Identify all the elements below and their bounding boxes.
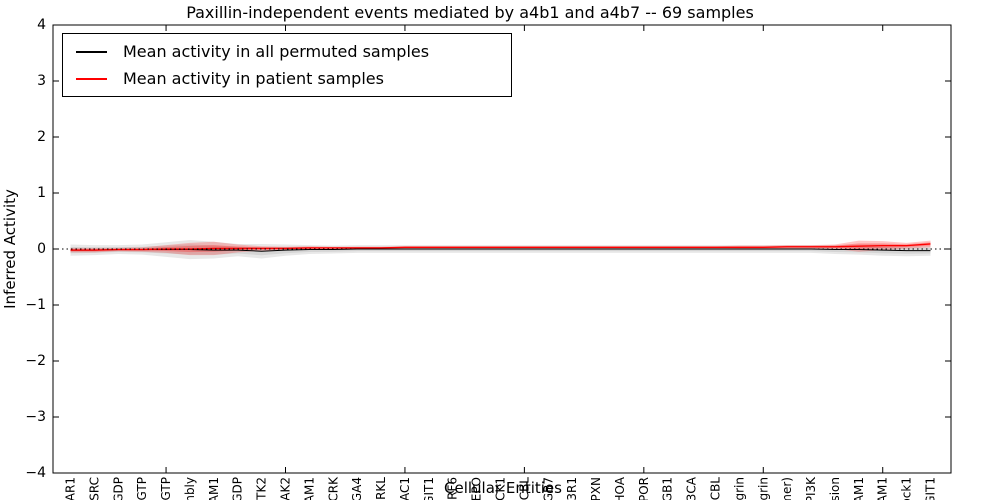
x-tick-label: MADCAM1: [207, 477, 221, 500]
x-tick-label: RAC1: [398, 477, 412, 500]
y-tick-label: −1: [25, 297, 46, 313]
y-tick-label: 4: [37, 17, 46, 33]
x-tick-label: Rac1/GDP: [231, 477, 245, 500]
x-axis-label: Cellular Entities: [444, 479, 562, 497]
x-tick-label: ITGB1: [661, 477, 675, 500]
x-tick-label: mol:GTP: [135, 477, 149, 500]
x-tick-label: ARF6: [446, 477, 460, 500]
legend-entry-patient: Mean activity in patient samples: [76, 69, 511, 88]
y-tick-label: −3: [25, 409, 46, 425]
x-tick-label: GIT1: [422, 477, 436, 500]
x-tick-label: Rac1/GTP: [159, 477, 173, 500]
x-tick-label: BCAR1: [64, 477, 78, 500]
x-tick-label: PXN: [589, 477, 603, 500]
x-tick-label: PTK2: [255, 477, 269, 500]
legend-label-permuted: Mean activity in all permuted samples: [123, 42, 430, 61]
x-tick-label: SRC: [87, 477, 101, 500]
x-tick-label: lamellipodium assembly: [183, 477, 197, 500]
x-tick-label: VCAM1: [302, 477, 316, 500]
patient-mean-line: [70, 243, 931, 251]
legend-entry-permuted: Mean activity in all permuted samples: [76, 42, 511, 61]
x-tick-label: alpha4/beta1 Integrin/Paxillin/GIT1: [924, 477, 938, 500]
y-tick-label: −2: [25, 353, 46, 369]
x-tick-label: EPO: [470, 477, 484, 500]
y-axis-label: Inferred Activity: [1, 189, 19, 309]
x-tick-label: EPO/EPOR (dimer): [780, 477, 794, 500]
x-tick-label: CBL: [517, 477, 531, 500]
x-tick-label: alpha4/beta1 Integrin/VCAM1: [876, 477, 890, 500]
x-tick-label: p130Cas/Crk/Dock1: [900, 477, 914, 500]
x-tick-label: alpha4/beta7 Integrin/MAdCAM1: [852, 477, 866, 500]
y-tick-label: 0: [37, 241, 46, 257]
legend: Mean activity in all permuted samples Me…: [62, 33, 512, 97]
x-tick-label: alpha4/beta7 Integrin: [732, 477, 746, 500]
x-tick-label: RHOA: [613, 476, 627, 500]
permuted-line-swatch: [76, 50, 107, 53]
x-tick-label: PIK3R1: [565, 477, 579, 500]
x-tick-label: mol:GDP: [111, 477, 125, 500]
x-tick-label: EPOR: [637, 477, 651, 500]
legend-label-patient: Mean activity in patient samples: [123, 69, 384, 88]
x-tick-label: PIK3CA: [685, 476, 699, 500]
x-tick-label: alpha4/beta1 Integrin: [756, 477, 770, 500]
patient-line-swatch: [76, 77, 107, 80]
x-tick-label: CRKL/CBL: [709, 477, 723, 500]
y-tick-label: 2: [37, 129, 46, 145]
x-tick-label: JAK2: [279, 477, 293, 500]
x-tick-label: CRK: [326, 476, 340, 500]
x-tick-label: cell adhesion: [828, 477, 842, 500]
y-tick-label: −4: [25, 465, 46, 481]
x-tick-label: DOCK1: [494, 477, 508, 500]
y-tick-label: 1: [37, 185, 46, 201]
permuted-std-band: [70, 240, 931, 260]
chart-title: Paxillin-independent events mediated by …: [186, 3, 754, 22]
x-tick-label: ITGB7: [541, 477, 555, 500]
x-tick-label: CRKL: [374, 477, 388, 500]
x-tick-label: PI3K: [804, 476, 818, 500]
y-tick-label: 3: [37, 73, 46, 89]
x-tick-label: ITGA4: [350, 477, 364, 500]
